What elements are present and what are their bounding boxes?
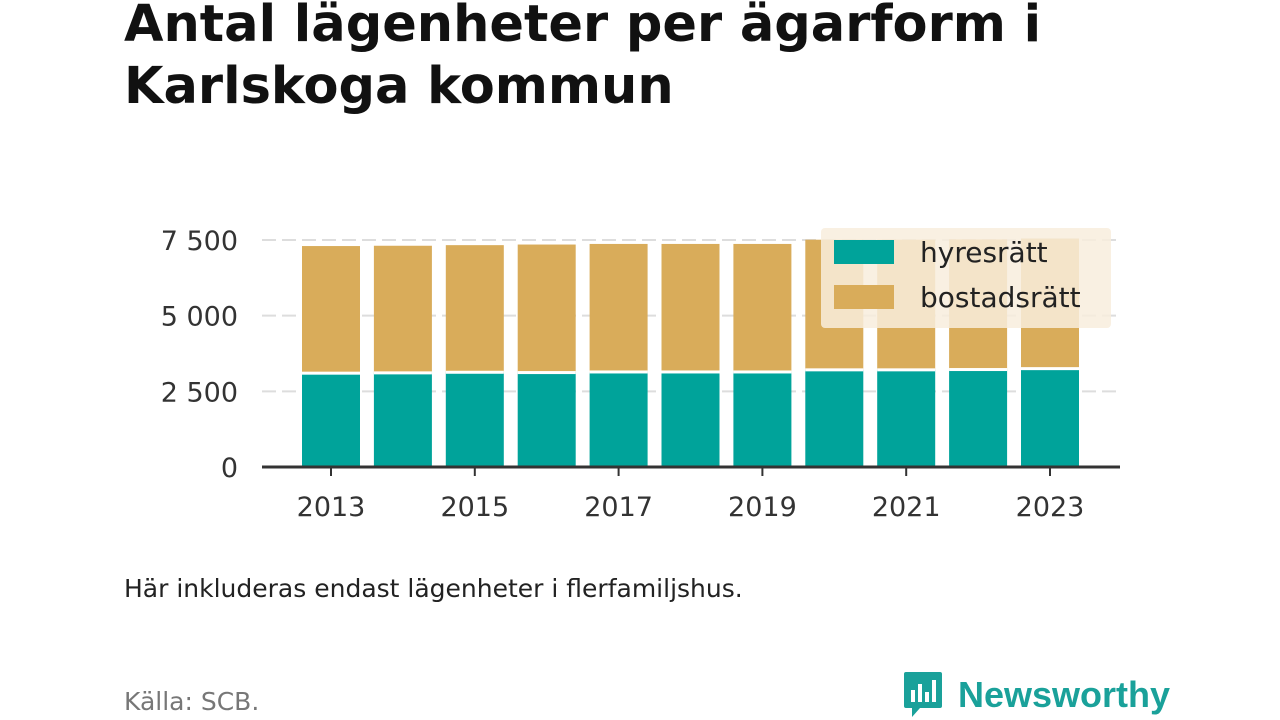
bar-hyresratt-2014 <box>373 372 432 467</box>
bar-bostadsratt-2019 <box>733 243 792 372</box>
bar-hyresratt-2021 <box>877 369 936 467</box>
y-tick-label: 2 500 <box>161 377 238 408</box>
source-text: Källa: SCB. <box>124 687 260 716</box>
brand-name: Newsworthy <box>958 674 1171 715</box>
x-tick-label: 2019 <box>728 492 797 523</box>
y-tick-label: 5 000 <box>161 302 238 333</box>
bar-bostadsratt-2016 <box>517 244 576 373</box>
bar-segment-separator <box>302 371 360 375</box>
bar-segment-separator <box>733 370 792 374</box>
bar-hyresratt-2020 <box>805 369 864 467</box>
bar-segment-separator <box>373 371 432 375</box>
legend: hyresrätt bostadsrätt <box>821 228 1111 328</box>
bar-bostadsratt-2013 <box>302 246 360 374</box>
bar-bostadsratt-2014 <box>373 245 432 373</box>
x-tick-label: 2021 <box>872 492 941 523</box>
x-tick-label: 2013 <box>297 492 366 523</box>
bar-hyresratt-2018 <box>661 371 720 467</box>
x-axis-ticks: 2013 2015 2017 2019 2021 2023 <box>297 467 1085 523</box>
y-tick-label: 0 <box>221 453 238 484</box>
y-axis-tick-labels: 0 2 500 5 000 7 500 <box>161 226 238 484</box>
bar-chart-icon <box>904 672 942 717</box>
x-tick-label: 2015 <box>440 492 509 523</box>
brand-logo: Newsworthy <box>902 670 1170 720</box>
bar-hyresratt-2013 <box>302 373 360 467</box>
x-tick-label: 2017 <box>584 492 653 523</box>
bar-segment-separator <box>877 368 936 372</box>
bar-segment-separator <box>445 370 504 374</box>
bar-hyresratt-2022 <box>949 369 1008 467</box>
bar-hyresratt-2023 <box>1021 368 1079 467</box>
bar-segment-separator <box>949 368 1008 372</box>
footnote: Här inkluderas endast lägenheter i flerf… <box>124 574 743 603</box>
bar-segment-separator <box>661 370 720 374</box>
bar-hyresratt-2015 <box>445 372 504 467</box>
stacked-bar-chart: 0 2 500 5 000 7 500 2013 2015 2017 2019 2021 202… <box>161 226 1120 523</box>
bar-hyresratt-2019 <box>733 371 792 467</box>
bar-segment-separator <box>1021 367 1079 371</box>
bar-bostadsratt-2017 <box>589 243 648 372</box>
bar-segment-separator <box>805 368 864 372</box>
legend-swatch <box>834 285 894 309</box>
legend-label: hyresrätt <box>920 236 1048 269</box>
chart-title: Antal lägenheter per ägarform i Karlskog… <box>124 0 1042 116</box>
bar-hyresratt-2017 <box>589 371 648 467</box>
x-tick-label: 2023 <box>1016 492 1085 523</box>
bar-hyresratt-2016 <box>517 372 576 467</box>
bar-segment-separator <box>589 370 648 374</box>
legend-label: bostadsrätt <box>920 281 1081 314</box>
legend-swatch <box>834 240 894 264</box>
bar-bostadsratt-2015 <box>445 245 504 373</box>
bar-segment-separator <box>517 371 576 375</box>
y-tick-label: 7 500 <box>161 226 238 257</box>
bar-bostadsratt-2018 <box>661 243 720 372</box>
